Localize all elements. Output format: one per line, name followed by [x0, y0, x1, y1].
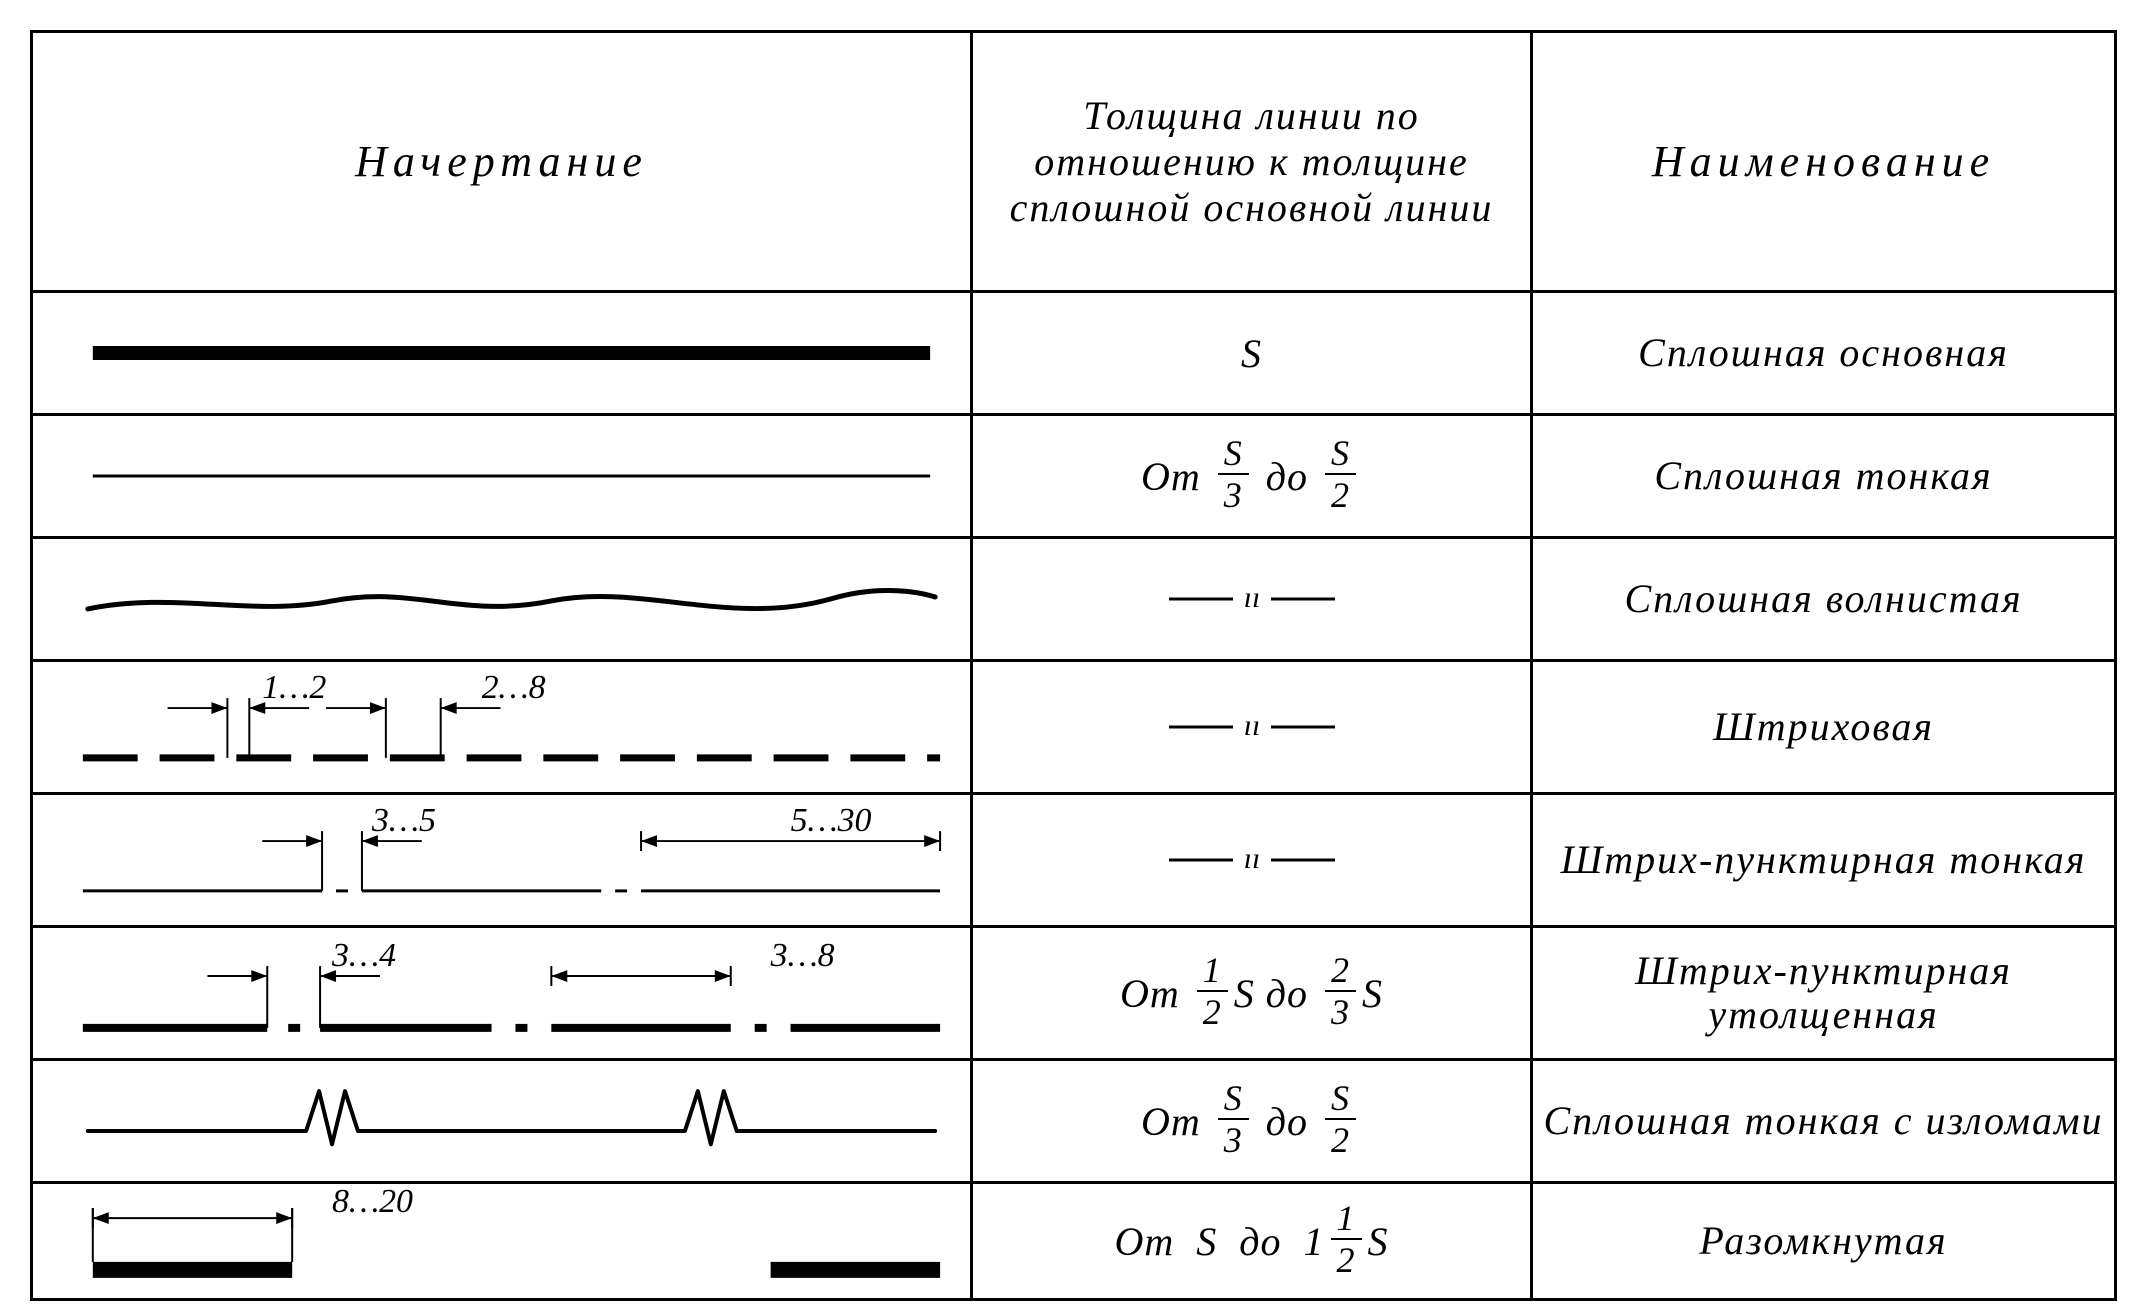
outline-cell: 8…20 [32, 1183, 972, 1300]
thickness-cell: ıı [972, 538, 1532, 661]
svg-text:1…2: 1…2 [262, 669, 326, 706]
svg-text:ıı: ıı [1243, 842, 1260, 875]
outline-cell [32, 538, 972, 661]
header-outline: Начертание [32, 32, 972, 292]
name-cell: Штрих-пунктирная утолщенная [1532, 927, 2116, 1060]
name-cell: Разомкнутая [1532, 1183, 2116, 1300]
svg-text:ıı: ıı [1243, 709, 1260, 742]
svg-text:ıı: ıı [1243, 581, 1260, 614]
table-row: 3…5 5…30 ıı Штрих-пунктирная тонкая [32, 794, 2116, 927]
table-row: 8…20 От S до 112SРазомкнутая [32, 1183, 2116, 1300]
name-cell: Штрих-пунктирная тонкая [1532, 794, 2116, 927]
name-cell: Сплошная основная [1532, 292, 2116, 415]
outline-cell [32, 415, 972, 538]
table-row: От S3 до S2Сплошная тонкая [32, 415, 2116, 538]
outline-cell: 1…2 2…8 [32, 661, 972, 794]
table-row: 3…4 3…8 От 12S до 23SШтрих-пунктирная утол… [32, 927, 2116, 1060]
outline-cell [32, 292, 972, 415]
svg-text:3…4: 3…4 [331, 937, 396, 974]
name-cell: Штриховая [1532, 661, 2116, 794]
svg-text:2…8: 2…8 [482, 669, 546, 706]
thickness-cell: S [972, 292, 1532, 415]
name-cell: Сплошная тонкая [1532, 415, 2116, 538]
line-types-table: Начертание Толщина линии по отношению к … [30, 30, 2117, 1301]
outline-cell: 3…4 3…8 [32, 927, 972, 1060]
thickness-cell: От S3 до S2 [972, 415, 1532, 538]
thickness-cell: ıı [972, 661, 1532, 794]
thickness-cell: От S3 до S2 [972, 1060, 1532, 1183]
table-body: SСплошная основнаяОт S3 до S2Сплошная то… [32, 292, 2116, 1300]
table-row: SСплошная основная [32, 292, 2116, 415]
thickness-cell: ıı [972, 794, 1532, 927]
outline-cell: 3…5 5…30 [32, 794, 972, 927]
header-name: Наименование [1532, 32, 2116, 292]
svg-text:8…20: 8…20 [332, 1184, 413, 1220]
outline-cell [32, 1060, 972, 1183]
thickness-cell: От S до 112S [972, 1183, 1532, 1300]
thickness-cell: От 12S до 23S [972, 927, 1532, 1060]
svg-text:5…30: 5…30 [791, 802, 872, 839]
svg-text:3…5: 3…5 [371, 802, 436, 839]
header-thickness: Толщина линии по отношению к толщине спл… [972, 32, 1532, 292]
table-row: 1…2 2…8 ıı Штриховая [32, 661, 2116, 794]
name-cell: Сплошная волнистая [1532, 538, 2116, 661]
svg-text:3…8: 3…8 [770, 937, 835, 974]
header-row: Начертание Толщина линии по отношению к … [32, 32, 2116, 292]
table-row: ıı Сплошная волнистая [32, 538, 2116, 661]
table-row: От S3 до S2Сплошная тонкая с изломами [32, 1060, 2116, 1183]
name-cell: Сплошная тонкая с изломами [1532, 1060, 2116, 1183]
